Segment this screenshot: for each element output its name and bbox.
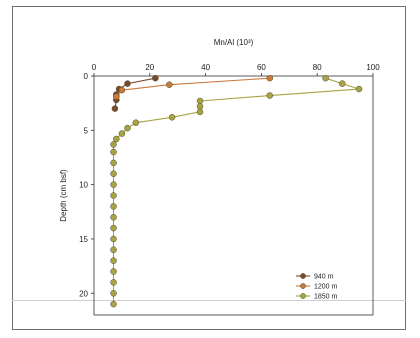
data-point <box>110 235 117 243</box>
data-point <box>124 124 131 132</box>
y-tick-label: 10 <box>79 181 88 190</box>
legend-label: 1850 m <box>314 294 338 301</box>
data-point <box>110 192 117 199</box>
data-point <box>124 80 131 87</box>
data-point <box>196 97 204 105</box>
x-tick-label: 20 <box>145 63 154 72</box>
data-point <box>118 86 126 94</box>
data-point <box>168 114 176 121</box>
data-point <box>166 81 173 88</box>
data-point <box>196 103 204 110</box>
y-tick-label: 0 <box>84 72 89 81</box>
data-point <box>111 105 119 112</box>
chart-axes: 0 20 40 60 80 100 0 5 10 15 20 <box>79 63 380 316</box>
data-point <box>110 141 117 148</box>
legend-marker <box>300 293 306 299</box>
series-layer <box>110 74 363 308</box>
data-point <box>266 74 274 82</box>
data-point <box>266 92 274 99</box>
data-point <box>113 135 120 143</box>
legend-label: 940 m <box>314 274 334 281</box>
data-point <box>110 213 117 221</box>
data-point <box>152 74 159 82</box>
y-tick-label: 5 <box>84 126 89 135</box>
data-point <box>110 203 117 210</box>
data-point <box>110 300 117 308</box>
data-point <box>355 85 363 93</box>
chart-legend: 940 m 1200 m 1850 m <box>296 273 338 301</box>
legend-marker <box>300 283 306 289</box>
series-2 <box>110 74 363 308</box>
data-point <box>110 268 117 275</box>
data-point <box>110 257 117 264</box>
y-tick-label: 20 <box>79 289 88 298</box>
data-point <box>110 279 117 286</box>
data-point <box>118 130 126 137</box>
x-tick-label: 60 <box>257 63 266 72</box>
plot-area-border <box>93 75 374 316</box>
data-point <box>196 108 204 116</box>
series-line <box>115 77 270 97</box>
data-point <box>110 224 117 232</box>
frame-divider <box>12 300 406 301</box>
data-point <box>322 74 329 82</box>
data-point <box>339 80 346 87</box>
x-tick-label: 40 <box>201 63 210 72</box>
figure-frame <box>12 6 406 330</box>
data-point <box>113 93 120 100</box>
y-axis-title: Depth (cm bsf) <box>59 169 68 222</box>
y-tick-label: 15 <box>79 235 88 244</box>
series-line <box>114 77 156 109</box>
series-1 <box>113 74 274 100</box>
data-point <box>132 119 140 126</box>
data-point <box>110 170 117 178</box>
legend-label: 1200 m <box>314 284 338 291</box>
data-point <box>110 148 117 156</box>
series-line <box>112 77 360 305</box>
x-tick-label: 100 <box>366 63 380 72</box>
data-point <box>110 290 117 297</box>
data-point <box>110 246 117 254</box>
x-axis-title: Mn/Al (10³) <box>214 38 254 47</box>
data-point <box>110 181 117 188</box>
data-point <box>110 159 117 167</box>
x-tick-label: 80 <box>313 63 322 72</box>
x-tick-label: 0 <box>92 63 97 72</box>
legend-marker <box>300 273 306 279</box>
